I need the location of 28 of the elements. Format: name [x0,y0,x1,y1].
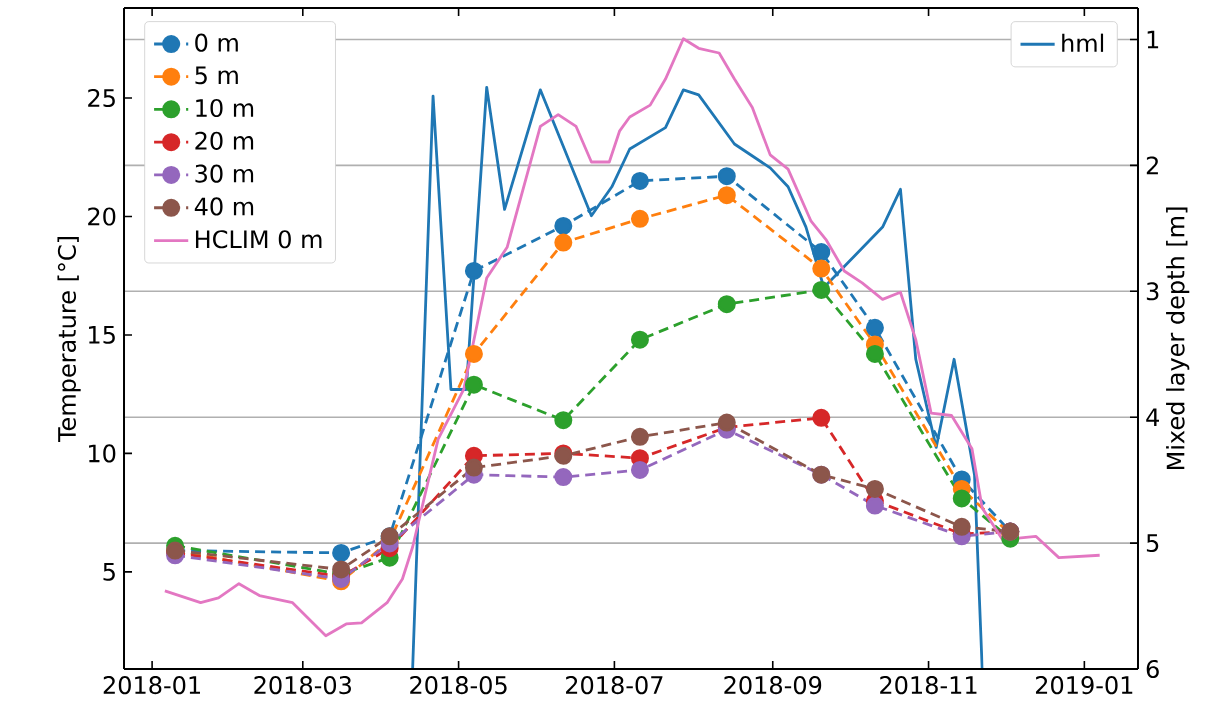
legend-label: 20 m [195,131,254,150]
y2-axis-title: Mixed layer depth [m] [1166,207,1190,470]
x-tick-label: 2018-07 [566,676,663,695]
y2-tick-label: 5 [1146,534,1159,553]
y-tick-label: 5 [103,562,115,581]
y2-tick-label: 2 [1146,156,1158,175]
y2-tick-label: 1 [1147,30,1159,49]
y2-tick-label: 3 [1146,282,1159,301]
x-tick-label: 2018-01 [103,676,200,695]
legend-label: HCLIM 0 m [195,230,322,249]
x-tick-label: 2018-03 [254,676,351,695]
y-tick-label: 20 [88,207,116,226]
y-tick-label: 15 [89,326,115,344]
legend-label: hml [1062,33,1104,52]
legend-label: 30 m [195,164,254,183]
legend-label: 0 m [195,33,238,52]
x-tick-label: 2019-01 [1035,676,1133,695]
x-tick-label: 2018-11 [880,676,977,695]
y-tick-label: 10 [89,444,116,463]
legend-label: 40 m [194,197,254,216]
y-axis-title: Temperature [°C] [57,237,81,443]
x-tick-label: 2018-09 [724,676,822,695]
legend-label: 10 m [196,98,254,118]
y2-tick-label: 6 [1146,659,1159,679]
y-tick-label: 25 [88,88,115,108]
legend-label: 5 m [195,66,238,85]
y2-tick-label: 4 [1146,408,1159,426]
x-tick-label: 2018-05 [410,676,507,695]
